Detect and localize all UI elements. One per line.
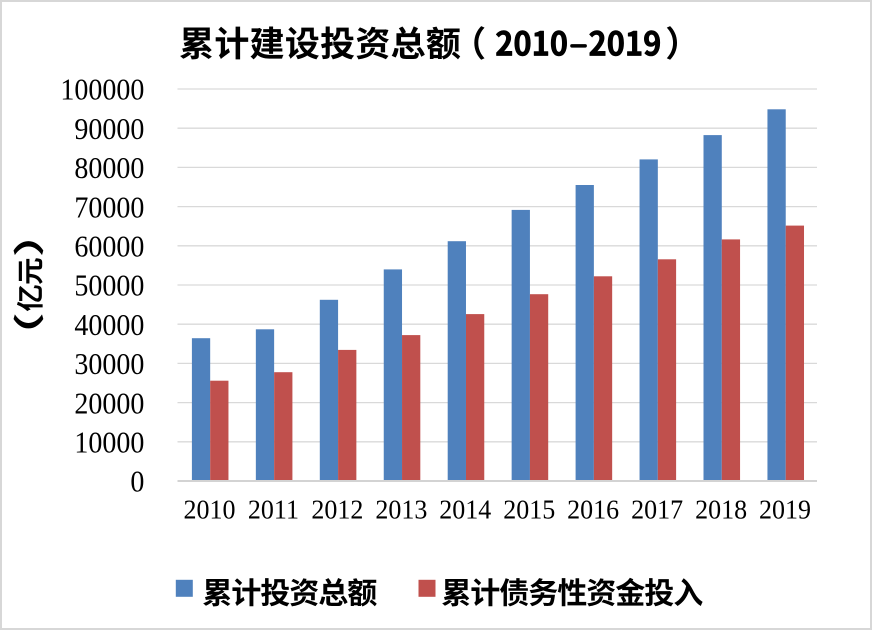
svg-text:40000: 40000 [74,309,144,342]
svg-text:80000: 80000 [74,152,144,185]
svg-text:2011: 2011 [248,494,299,525]
svg-text:2010: 2010 [183,494,235,525]
svg-text:60000: 60000 [74,230,144,263]
svg-text:2018: 2018 [695,494,747,525]
svg-text:100000: 100000 [60,74,144,107]
svg-text:2012: 2012 [311,494,363,525]
svg-text:20000: 20000 [74,387,144,420]
svg-text:30000: 30000 [74,348,144,381]
svg-text:70000: 70000 [74,191,144,224]
svg-text:2015: 2015 [503,494,555,525]
svg-text:2017: 2017 [631,494,683,525]
svg-text:90000: 90000 [74,113,144,146]
svg-text:0: 0 [130,466,144,499]
svg-text:10000: 10000 [74,426,144,459]
svg-text:50000: 50000 [74,270,144,303]
svg-text:2019: 2019 [759,494,811,525]
svg-text:2014: 2014 [439,494,491,525]
svg-text:2013: 2013 [375,494,427,525]
svg-text:2016: 2016 [567,494,619,525]
